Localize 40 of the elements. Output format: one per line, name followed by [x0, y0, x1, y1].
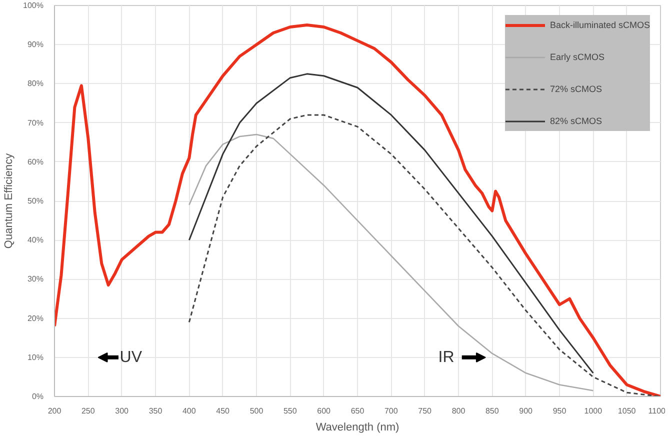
y-tick-label: 40% — [27, 236, 44, 245]
legend-label: Back-illuminated sCMOS — [550, 20, 650, 30]
legend-label: 82% sCMOS — [550, 116, 603, 126]
y-axis-title: Quantum Efficiency — [3, 152, 16, 249]
y-tick-label: 90% — [27, 40, 44, 50]
y-tick-label: 50% — [27, 196, 44, 206]
x-tick-label: 750 — [418, 406, 432, 416]
x-tick-label: 650 — [350, 406, 365, 416]
x-tick-label: 950 — [552, 406, 567, 416]
y-tick-label: 100% — [23, 1, 44, 10]
x-tick-label: 1000 — [584, 406, 603, 416]
x-tick-label: 300 — [115, 406, 130, 416]
x-tick-label: 800 — [452, 406, 466, 416]
x-tick-label: 250 — [81, 406, 96, 416]
x-tick-label: 850 — [485, 406, 500, 416]
x-tick-label: 500 — [250, 406, 264, 416]
y-tick-label: 30% — [27, 274, 44, 284]
line-series — [188, 114, 660, 396]
x-tick-label: 200 — [48, 406, 62, 416]
y-tick-label: 10% — [27, 352, 44, 362]
y-tick-label: 80% — [27, 79, 44, 88]
y-tick-label: 60% — [27, 157, 44, 166]
x-tick-label: 600 — [317, 406, 332, 416]
y-tick-label: 20% — [27, 314, 44, 323]
x-tick-label: 450 — [216, 406, 230, 416]
y-tick-label: 70% — [27, 118, 44, 128]
legend-label: 72% sCMOS — [550, 84, 603, 94]
annotation: UV — [120, 348, 142, 366]
x-tick-label: 550 — [283, 406, 298, 416]
x-axis-title: Wavelength (nm) — [316, 422, 400, 434]
x-tick-label: 900 — [519, 406, 534, 416]
x-tick-label: 700 — [384, 406, 398, 416]
line-series — [188, 134, 594, 392]
x-tick-label: 400 — [182, 406, 196, 416]
annotation: IR — [438, 348, 454, 366]
x-tick-label: 1050 — [618, 406, 636, 416]
legend-label: Early sCMOS — [550, 52, 606, 62]
y-tick-label: 0% — [32, 392, 44, 401]
x-tick-label: 1100 — [648, 406, 666, 416]
x-tick-label: 350 — [148, 406, 163, 416]
